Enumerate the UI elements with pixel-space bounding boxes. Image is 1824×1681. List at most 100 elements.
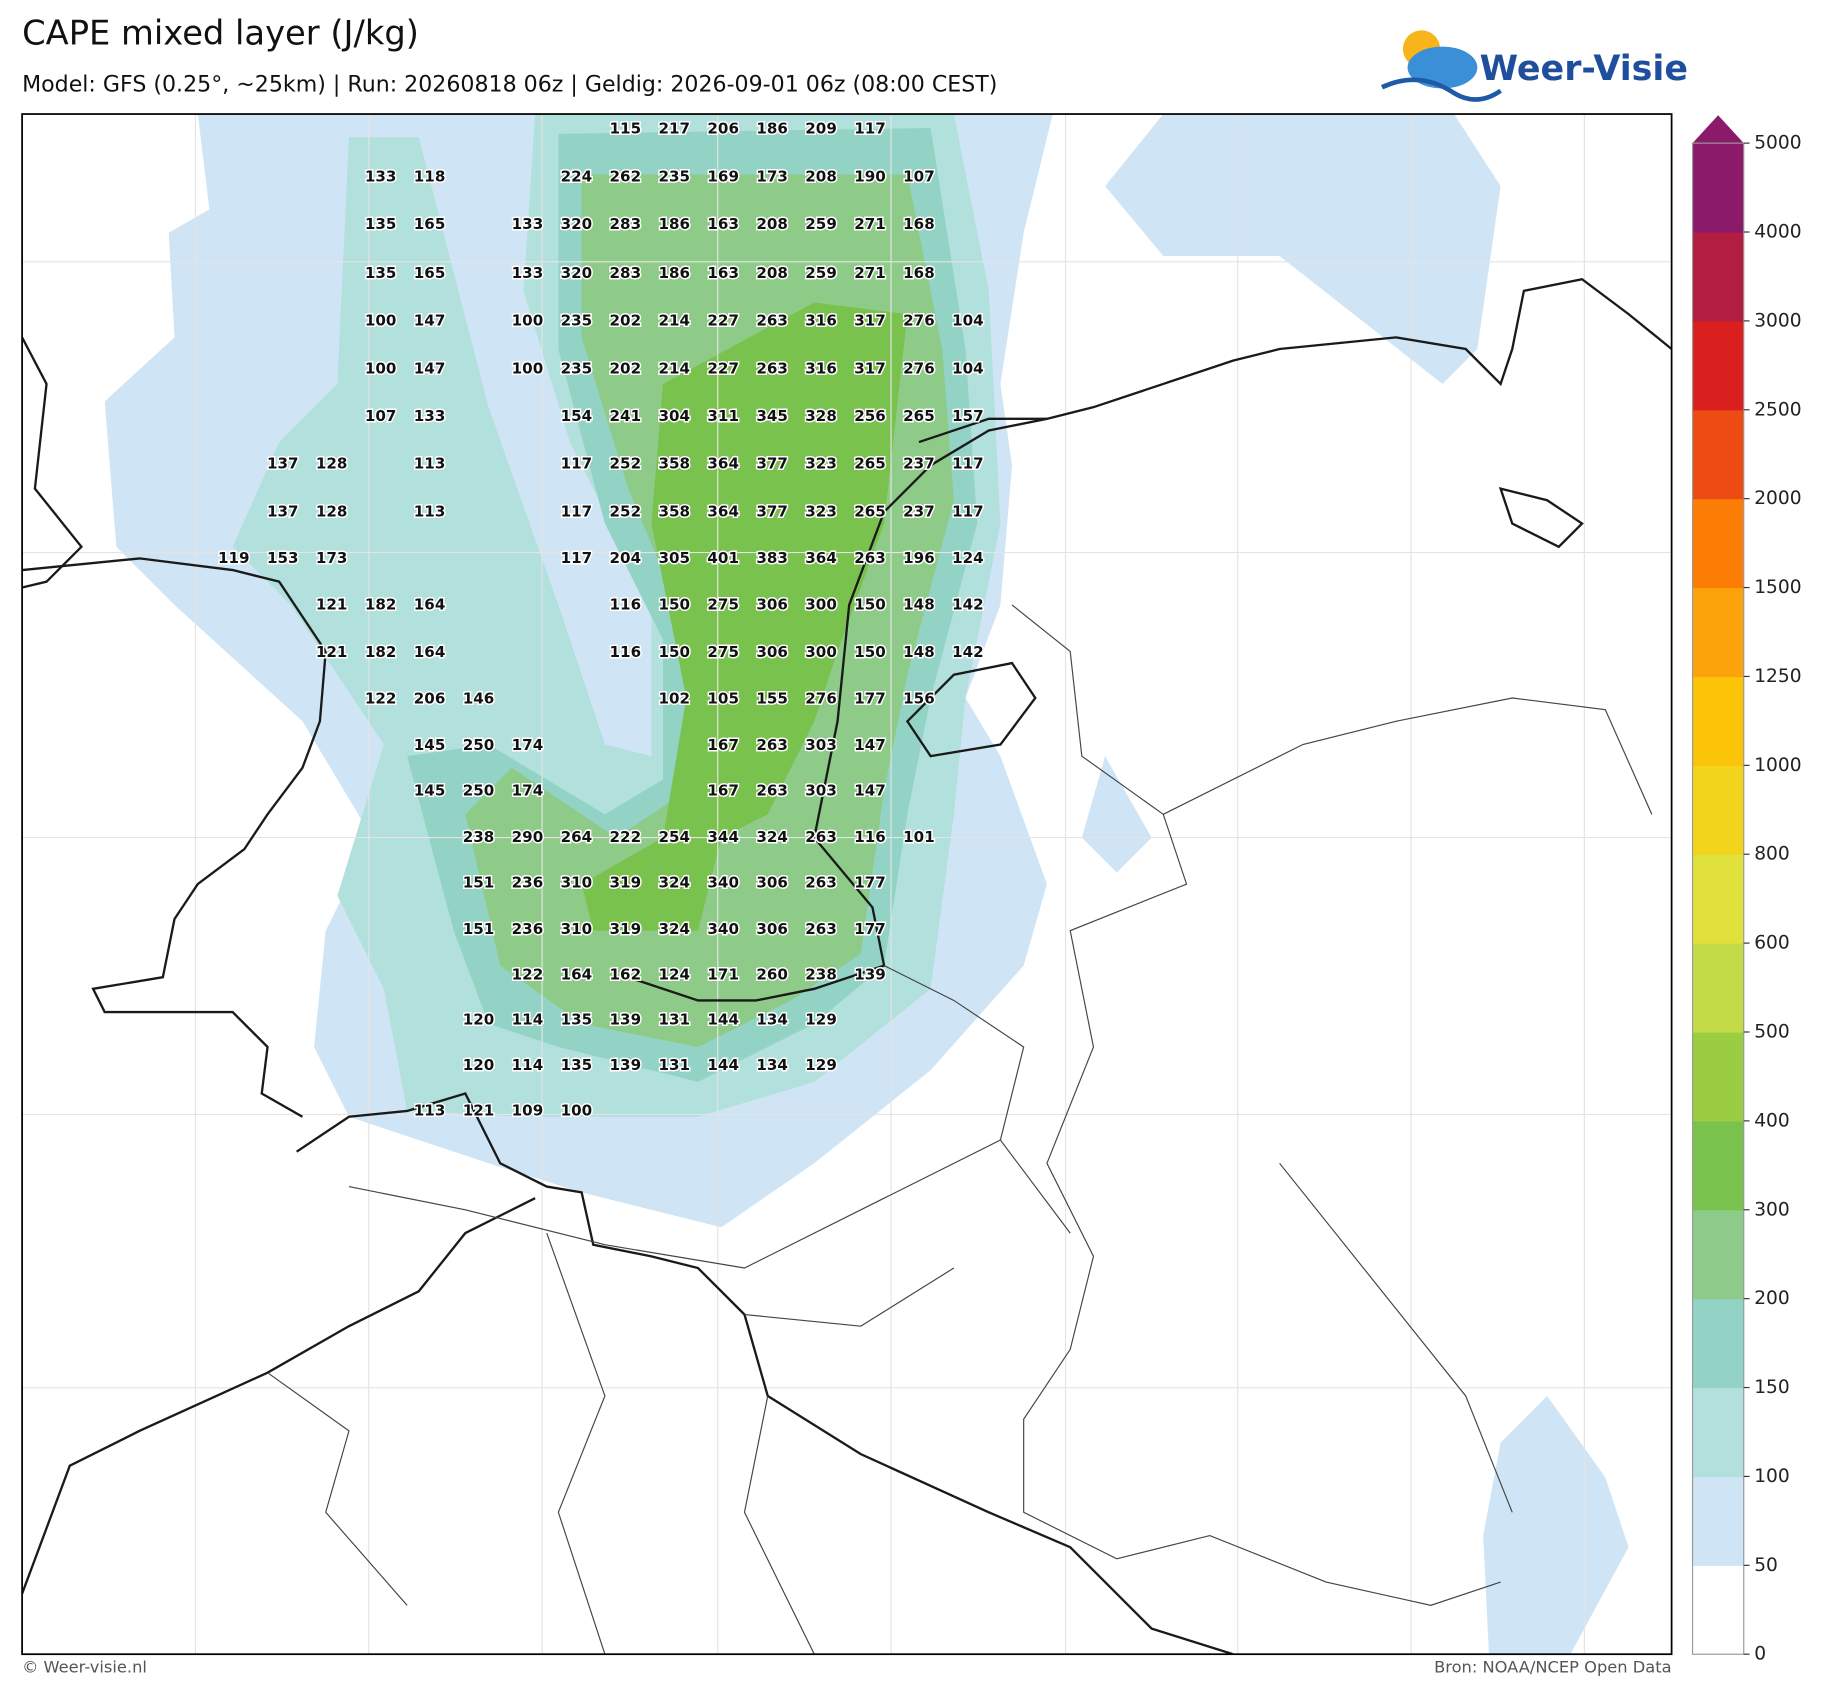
cape-value: 150 bbox=[658, 595, 690, 613]
cape-value: 100 bbox=[365, 359, 397, 377]
footer-left: © Weer-visie.nl bbox=[22, 1658, 147, 1677]
cape-value: 265 bbox=[854, 455, 886, 473]
cape-value: 344 bbox=[707, 828, 739, 846]
cape-value: 118 bbox=[414, 167, 446, 185]
cape-value: 142 bbox=[952, 595, 984, 613]
colorbar-label: 2500 bbox=[1754, 399, 1801, 420]
cape-value: 202 bbox=[610, 312, 642, 330]
cape-value: 113 bbox=[414, 455, 446, 473]
cape-value: 131 bbox=[658, 1056, 690, 1074]
cape-value: 122 bbox=[512, 965, 544, 983]
colorbar-segment bbox=[1692, 1120, 1744, 1211]
colorbar-outline bbox=[1691, 142, 1745, 1655]
cape-value: 263 bbox=[756, 782, 788, 800]
cape-value: 271 bbox=[854, 215, 886, 233]
cape-contour bbox=[581, 302, 908, 931]
cape-value: 156 bbox=[903, 690, 935, 708]
cape-value: 364 bbox=[707, 455, 739, 473]
colorbar-segment bbox=[1692, 1031, 1744, 1122]
cape-value: 209 bbox=[805, 120, 837, 138]
colorbar-label: 400 bbox=[1754, 1110, 1790, 1131]
cape-value: 224 bbox=[561, 167, 593, 185]
footer-right: Bron: NOAA/NCEP Open Data bbox=[1434, 1658, 1672, 1677]
cape-value: 256 bbox=[854, 407, 886, 425]
colorbar-label: 5000 bbox=[1754, 133, 1801, 154]
cape-value: 139 bbox=[610, 1011, 642, 1029]
cape-value: 377 bbox=[756, 455, 788, 473]
cape-value: 263 bbox=[756, 312, 788, 330]
cape-value: 151 bbox=[463, 920, 495, 938]
cape-value: 177 bbox=[854, 920, 886, 938]
cape-value: 107 bbox=[365, 407, 397, 425]
cape-value: 227 bbox=[707, 359, 739, 377]
colorbar-segment bbox=[1692, 587, 1744, 678]
colorbar-label: 300 bbox=[1754, 1199, 1790, 1220]
cape-value: 129 bbox=[805, 1011, 837, 1029]
cape-value: 182 bbox=[365, 595, 397, 613]
cape-value: 263 bbox=[805, 920, 837, 938]
cape-value: 340 bbox=[707, 873, 739, 891]
cape-value: 142 bbox=[952, 643, 984, 661]
cape-value: 144 bbox=[707, 1011, 739, 1029]
cape-value: 114 bbox=[512, 1011, 544, 1029]
cape-value: 305 bbox=[658, 549, 690, 567]
cape-value: 104 bbox=[952, 359, 984, 377]
cape-value: 345 bbox=[756, 407, 788, 425]
cape-value: 310 bbox=[561, 873, 593, 891]
graticule bbox=[22, 114, 1672, 1655]
cape-value: 117 bbox=[561, 502, 593, 520]
colorbar-label: 2000 bbox=[1754, 488, 1801, 509]
cape-value: 165 bbox=[414, 215, 446, 233]
cape-value: 173 bbox=[316, 549, 348, 567]
colorbar-segment bbox=[1692, 498, 1744, 589]
colorbar-label: 800 bbox=[1754, 844, 1790, 865]
colorbar-segment bbox=[1692, 409, 1744, 500]
colorbar-label: 150 bbox=[1754, 1377, 1790, 1398]
cape-value: 271 bbox=[854, 264, 886, 282]
cape-value: 263 bbox=[854, 549, 886, 567]
cape-value: 137 bbox=[267, 455, 299, 473]
cape-value: 122 bbox=[365, 690, 397, 708]
cape-value: 135 bbox=[365, 215, 397, 233]
cape-value: 217 bbox=[658, 120, 690, 138]
cape-value: 262 bbox=[610, 167, 642, 185]
cape-value: 102 bbox=[658, 690, 690, 708]
colorbar-segment bbox=[1692, 232, 1744, 322]
colorbar-segment bbox=[1692, 1209, 1744, 1300]
colorbar-segment bbox=[1692, 1387, 1744, 1478]
cape-value: 324 bbox=[658, 873, 690, 891]
cape-value: 137 bbox=[267, 502, 299, 520]
cape-value: 100 bbox=[512, 312, 544, 330]
cape-value: 377 bbox=[756, 502, 788, 520]
cape-value: 100 bbox=[512, 359, 544, 377]
cape-value: 204 bbox=[610, 549, 642, 567]
colorbar-segment bbox=[1692, 1298, 1744, 1389]
colorbar-segment bbox=[1692, 143, 1744, 233]
cape-value: 235 bbox=[658, 167, 690, 185]
cape-value: 144 bbox=[707, 1056, 739, 1074]
cape-value: 252 bbox=[610, 455, 642, 473]
cape-value: 133 bbox=[512, 215, 544, 233]
cape-value: 116 bbox=[610, 595, 642, 613]
cape-value: 254 bbox=[658, 828, 690, 846]
cape-value: 139 bbox=[854, 965, 886, 983]
cape-value: 171 bbox=[707, 965, 739, 983]
cape-value: 383 bbox=[756, 549, 788, 567]
cape-value: 227 bbox=[707, 312, 739, 330]
cape-value: 303 bbox=[805, 736, 837, 754]
colorbar-segment bbox=[1692, 1565, 1744, 1655]
cape-value: 323 bbox=[805, 455, 837, 473]
coastline bbox=[22, 336, 327, 1118]
cape-value: 164 bbox=[414, 643, 446, 661]
cape-value: 317 bbox=[854, 359, 886, 377]
cape-value: 401 bbox=[707, 549, 739, 567]
cape-value: 263 bbox=[756, 736, 788, 754]
logo-wave bbox=[1380, 77, 1502, 102]
cape-value: 148 bbox=[903, 643, 935, 661]
cape-value: 276 bbox=[805, 690, 837, 708]
cape-value: 114 bbox=[512, 1056, 544, 1074]
cape-value: 275 bbox=[707, 595, 739, 613]
colorbar-label: 1500 bbox=[1754, 577, 1801, 598]
cape-value: 208 bbox=[805, 167, 837, 185]
cape-value: 306 bbox=[756, 595, 788, 613]
